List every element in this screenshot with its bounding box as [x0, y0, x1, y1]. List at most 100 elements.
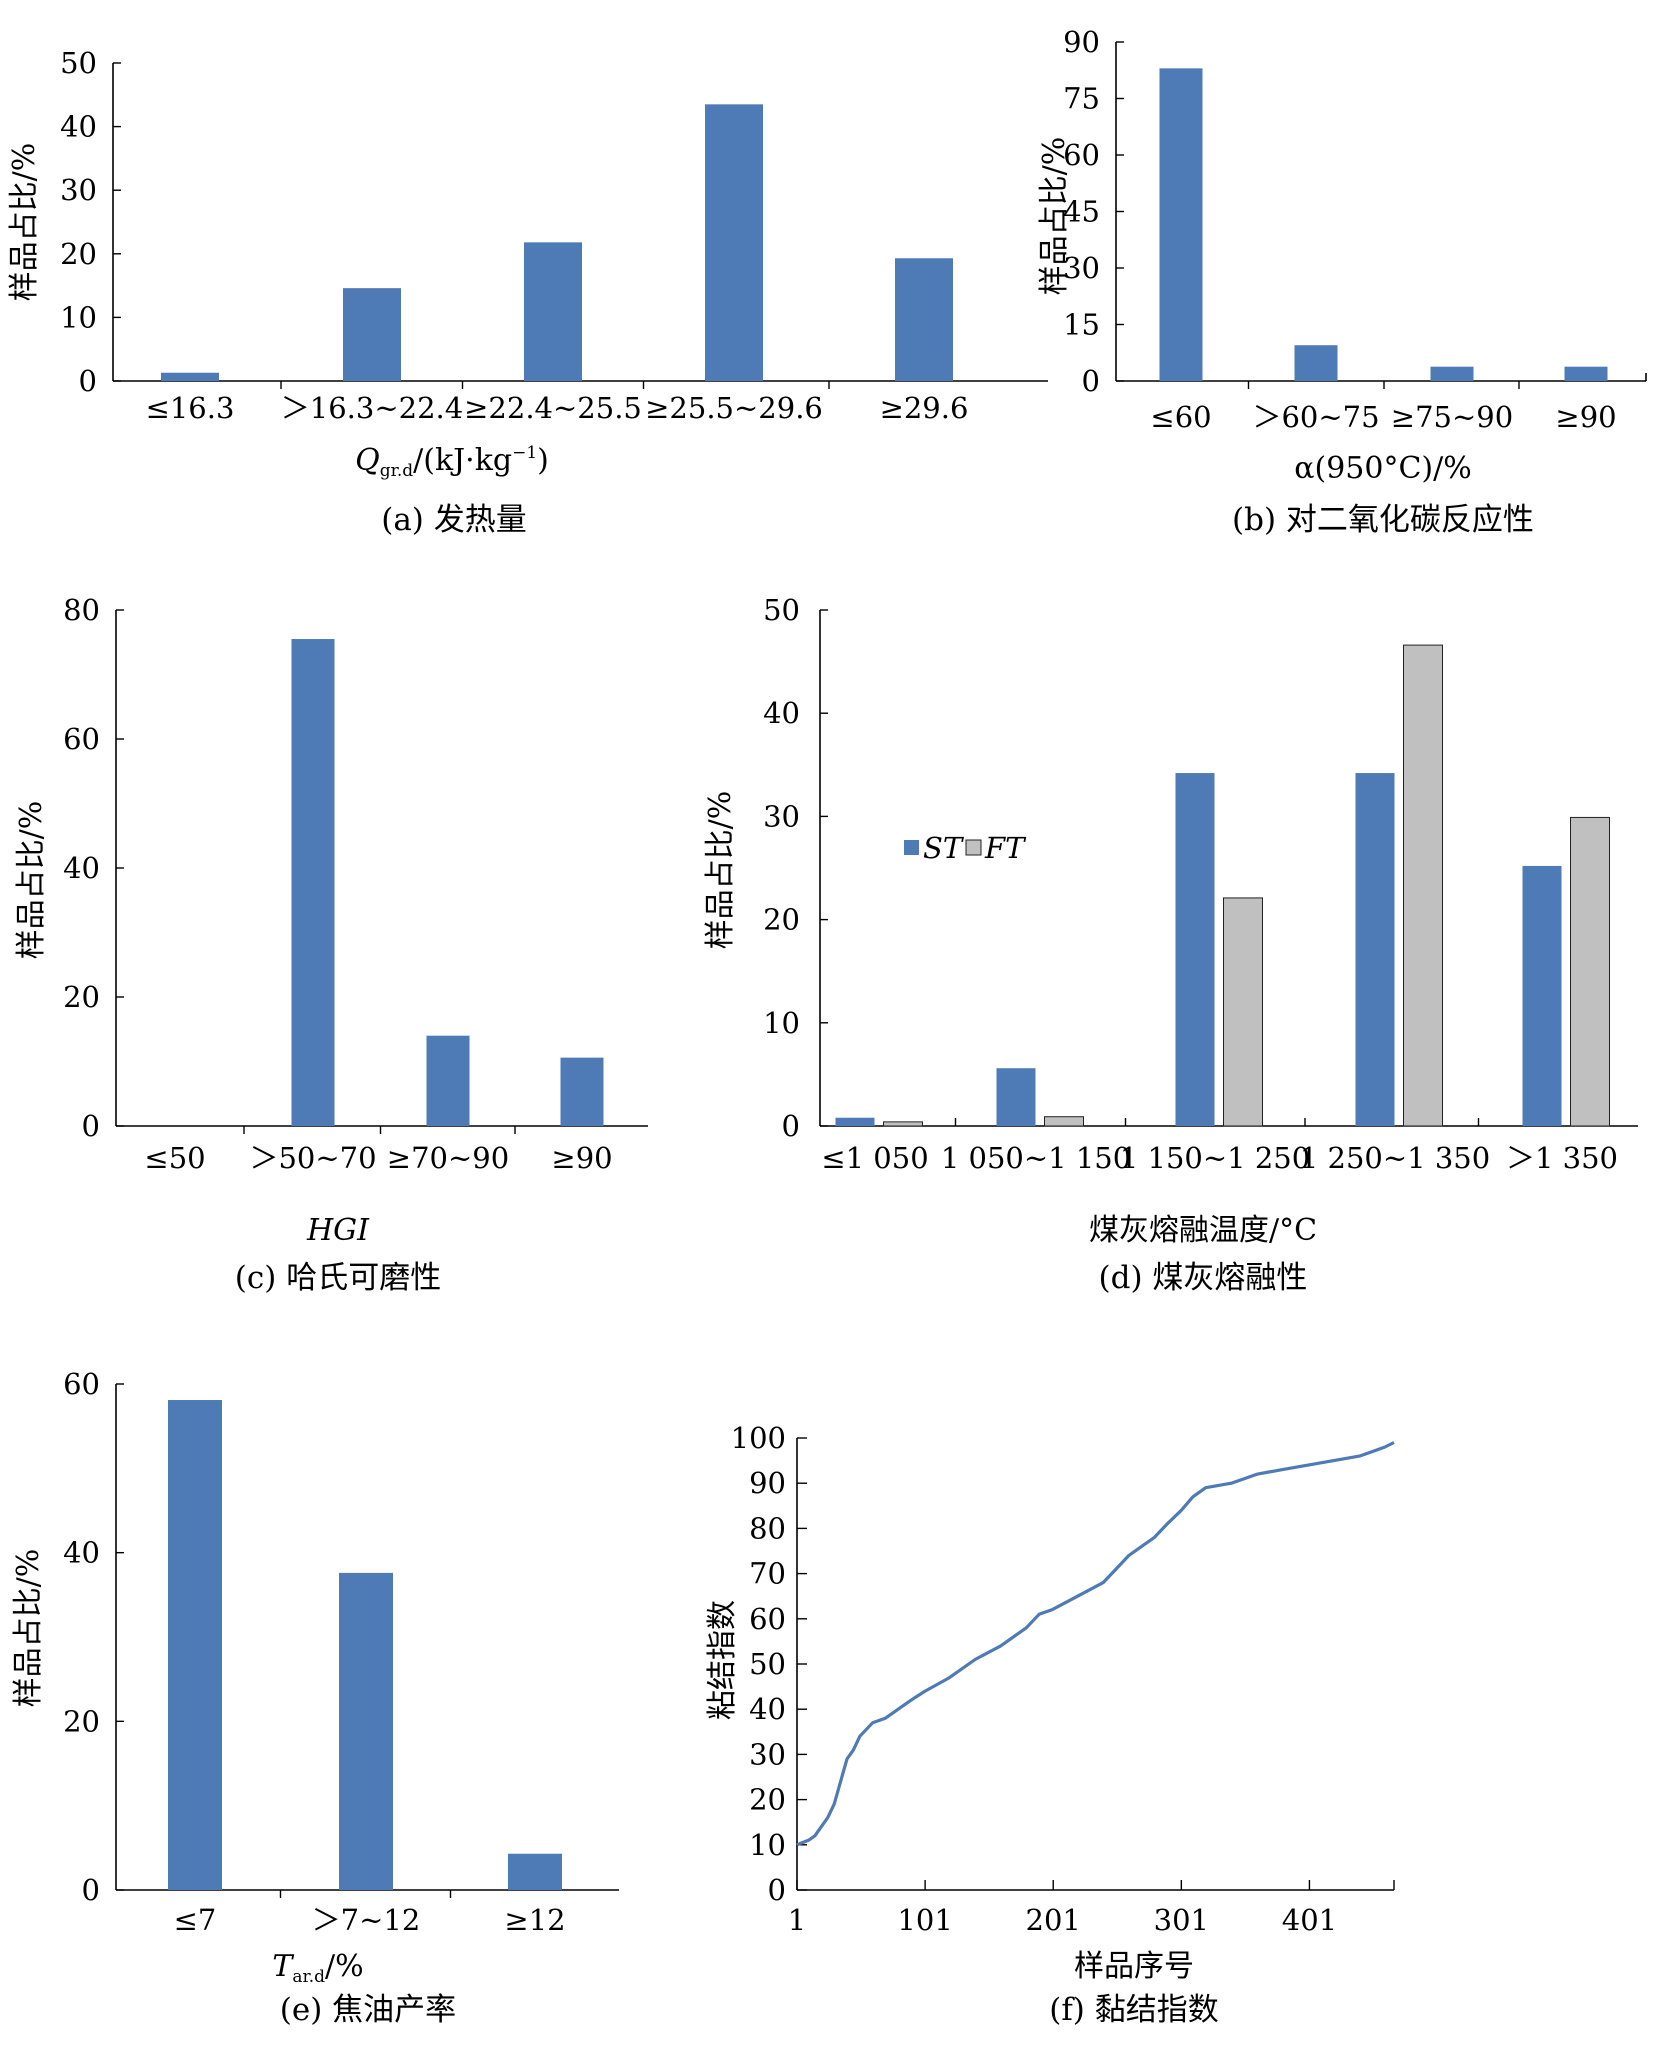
figure-caption: (f) 黏结指数 [1049, 1992, 1219, 2028]
y-tick-label: 0 [782, 1109, 800, 1143]
x-category-label: ≥22.4~25.5 [464, 391, 642, 425]
y-tick-label: 0 [82, 1873, 100, 1907]
y-tick-label: 30 [1063, 251, 1100, 285]
figure-caption: (d) 煤灰熔融性 [1099, 1260, 1308, 1296]
bar-FT-0 [883, 1121, 923, 1127]
y-tick-label: 40 [63, 851, 100, 885]
x-category-label: 1 050~1 150 [941, 1141, 1131, 1175]
bar-FT-2 [1223, 897, 1263, 1127]
x-category-label: ≥75~90 [1391, 400, 1513, 434]
x-category-label: ≤50 [144, 1141, 205, 1175]
bar-ST-1 [996, 1068, 1036, 1126]
bar-2 [524, 242, 582, 381]
x-category-label: ＞7~12 [312, 1903, 421, 1937]
y-tick-label: 30 [60, 173, 97, 207]
bar-1 [291, 639, 335, 1126]
bar-ST-4 [1522, 865, 1562, 1126]
y-tick-label: 45 [1063, 195, 1100, 229]
bar-1 [343, 288, 401, 381]
y-tick-label: 50 [763, 593, 800, 627]
figure-caption: (a) 发热量 [381, 502, 527, 538]
bar-2 [426, 1035, 470, 1126]
y-tick-label: 0 [79, 364, 97, 398]
bar-ST-2 [1175, 773, 1215, 1126]
bar-1 [1294, 345, 1338, 381]
y-tick-label: 60 [749, 1602, 786, 1636]
y-tick-label: 60 [63, 1367, 100, 1401]
y-tick-label: 90 [749, 1466, 786, 1500]
y-tick-label: 10 [749, 1828, 786, 1862]
x-tick-label: 101 [897, 1903, 952, 1937]
chart-panel-b: 0 15 30 45 60 75 90 样品占比/% ≤60 ＞60~75 ≥75~90 ≥90 α(9… [1037, 25, 1647, 538]
bar-0 [1159, 68, 1203, 381]
bar-3 [1564, 366, 1608, 381]
chart-panel-f: 0 10 20 30 40 50 60 70 80 90 100 粘结指数 1 101 201 301 401 样… [705, 1421, 1395, 2028]
x-tick-label: 401 [1282, 1903, 1337, 1937]
chart-panel-e: 0 20 40 60 样品占比/% ≤7 ＞7~12 ≥12 Tar.d/% (e) 焦油产率 [11, 1367, 619, 2028]
y-tick-label: 10 [60, 300, 97, 334]
x-category-label: ≤60 [1150, 400, 1211, 434]
x-axis-label: 样品序号 [1074, 1949, 1194, 1984]
y-tick-label: 30 [749, 1737, 786, 1771]
x-category-label: ≥90 [551, 1141, 612, 1175]
bar-2 [508, 1853, 562, 1890]
bar-4 [895, 258, 953, 381]
x-tick-label: 301 [1154, 1903, 1209, 1937]
x-category-label: ＞16.3~22.4 [281, 391, 463, 425]
bar-FT-4 [1570, 816, 1610, 1127]
bar-FT-1 [1044, 1116, 1084, 1127]
bar-FT-3 [1403, 644, 1443, 1127]
x-tick-label: 1 [788, 1903, 806, 1937]
y-axis-label: 粘结指数 [705, 1600, 740, 1720]
bar-3 [560, 1057, 604, 1126]
y-tick-label: 20 [60, 237, 97, 271]
y-axis-label: 样品占比/% [1037, 137, 1072, 296]
y-axis-label: 样品占比/% [703, 791, 738, 950]
y-tick-label: 100 [731, 1421, 786, 1455]
series-line [796, 1441, 1395, 1847]
legend-label-FT: FT [984, 831, 1027, 865]
figure-caption: (e) 焦油产率 [280, 1992, 456, 2028]
y-tick-label: 20 [63, 980, 100, 1014]
y-tick-label: 30 [763, 799, 800, 833]
legend: ST FT [904, 831, 1027, 865]
y-tick-label: 40 [63, 1536, 100, 1570]
y-tick-label: 40 [749, 1692, 786, 1726]
y-tick-label: 50 [749, 1647, 786, 1681]
bar-1 [339, 1572, 393, 1890]
y-tick-label: 20 [63, 1704, 100, 1738]
x-axis-label: Tar.d/% [272, 1949, 363, 1987]
x-category-label: ＞1 350 [1506, 1141, 1618, 1175]
x-axis-label: Qgr.d/(kJ·kg−1) [355, 443, 549, 481]
x-category-label: ≤7 [174, 1903, 217, 1937]
y-tick-label: 20 [749, 1783, 786, 1817]
y-tick-label: 50 [60, 46, 97, 80]
bar-3 [705, 104, 763, 381]
y-axis-label: 样品占比/% [11, 1549, 46, 1708]
x-axis-label: 煤灰熔融温度/°C [1089, 1213, 1317, 1248]
bar-2 [1430, 366, 1474, 381]
bar-0 [161, 372, 219, 381]
y-tick-label: 40 [60, 110, 97, 144]
y-tick-label: 0 [768, 1873, 786, 1907]
x-category-label: ≤16.3 [146, 391, 235, 425]
x-category-label: 1 150~1 250 [1120, 1141, 1310, 1175]
y-axis-label: 样品占比/% [14, 801, 49, 960]
x-category-label: ≥90 [1555, 400, 1616, 434]
figure-caption: (c) 哈氏可磨性 [235, 1260, 441, 1296]
x-category-label: ≥29.6 [880, 391, 969, 425]
chart-panel-a: 0 10 20 30 40 50 样品占比/% ≤16.3 ＞16.3~22.4 ≥22.4~25… [7, 46, 1048, 538]
y-tick-label: 0 [1082, 364, 1100, 398]
bar-ST-0 [835, 1117, 875, 1126]
y-tick-label: 80 [749, 1511, 786, 1545]
y-tick-label: 60 [63, 722, 100, 756]
y-tick-label: 20 [763, 903, 800, 937]
bar-0 [168, 1400, 222, 1890]
x-axis-label: α(950°C)/% [1294, 451, 1472, 486]
x-category-label: ≥25.5~29.6 [645, 391, 823, 425]
bar-ST-3 [1355, 773, 1395, 1126]
x-axis-label: HGI [306, 1213, 370, 1248]
legend-swatch-FT [965, 839, 982, 856]
